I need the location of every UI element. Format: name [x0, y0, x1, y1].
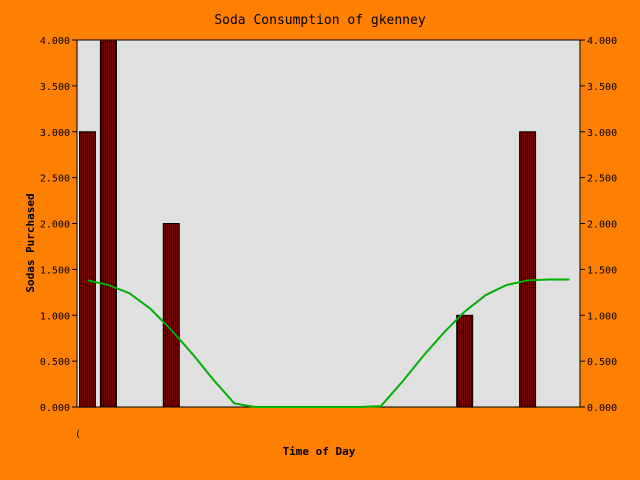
y-axis-ticks: 0.000 0.000 0.500 0.500 1.000 1.000 1.500 1.500… — [40, 36, 617, 414]
trend-line — [87, 278, 570, 408]
y-tick-label-right-2: 1.000 — [587, 311, 617, 322]
bar-0 — [79, 131, 96, 408]
bar-1 — [99, 39, 117, 408]
y-tick-label-right-1: 0.500 — [587, 357, 617, 368]
y-tick-label-right-4: 2.000 — [587, 220, 617, 231]
y-tick-label-right-7: 3.500 — [587, 82, 617, 93]
y-tick-label-left-0: 0.000 — [40, 403, 70, 414]
bar-4 — [519, 131, 537, 408]
bar-2 — [162, 223, 180, 408]
y-tick-label-left-1: 0.500 — [40, 357, 70, 368]
y-tick-label-left-6: 3.000 — [40, 128, 70, 139]
y-tick-label-right-8: 4.000 — [587, 36, 617, 47]
y-tick-label-left-4: 2.000 — [40, 220, 70, 231]
y-tick-label-right-5: 2.500 — [587, 174, 617, 185]
y-tick-label-right-3: 1.500 — [587, 265, 617, 276]
y-tick-label-right-6: 3.000 — [587, 128, 617, 139]
x-axis-label: Time of Day — [283, 445, 356, 458]
y-axis-label: Sodas Purchased — [24, 193, 37, 292]
y-tick-label-left-2: 1.000 — [40, 311, 70, 322]
y-tick-label-left-7: 3.500 — [40, 82, 70, 93]
y-tick-label-left-8: 4.000 — [40, 36, 70, 47]
y-tick-label-left-3: 1.500 — [40, 265, 70, 276]
plot-area — [76, 39, 581, 408]
bar-series — [79, 39, 537, 408]
y-tick-label-right-0: 0.000 — [587, 403, 617, 414]
x-tick-label: ( — [75, 429, 81, 440]
bar-3 — [456, 314, 474, 408]
y-tick-label-left-5: 2.500 — [40, 174, 70, 185]
chart-title: Soda Consumption of gkenney — [214, 13, 425, 28]
